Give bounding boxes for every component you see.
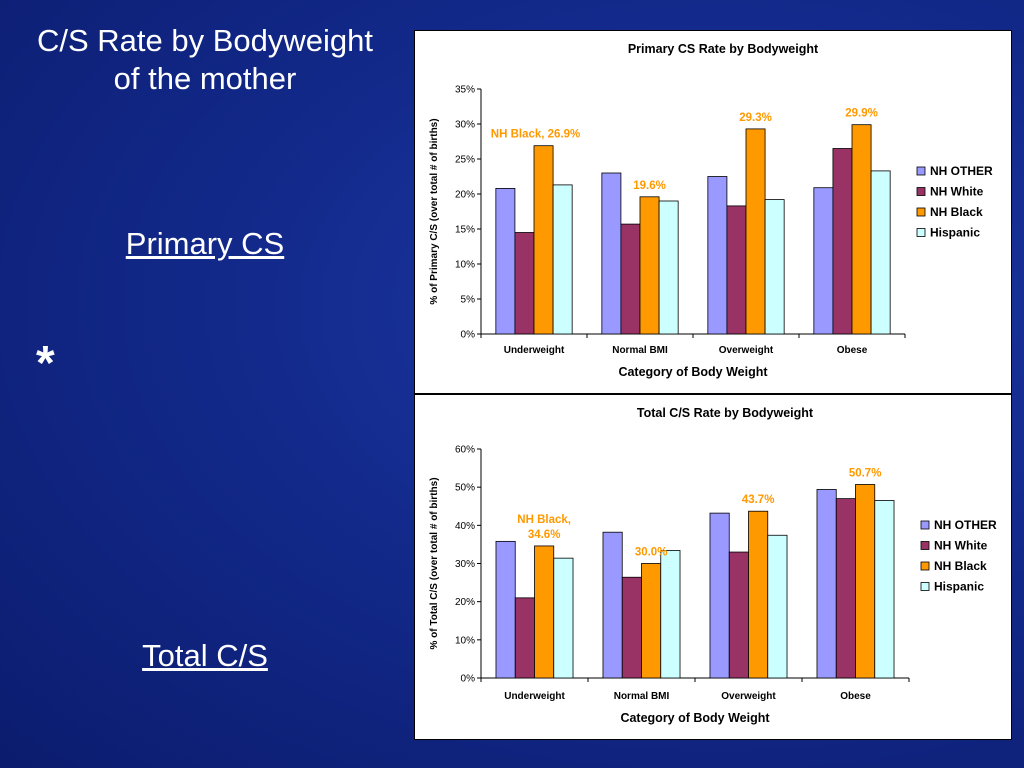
data-label: 30.0% xyxy=(635,547,668,559)
bar-hispanic xyxy=(660,550,681,679)
legend-label: Hispanic xyxy=(930,226,980,240)
bar-nh-black xyxy=(641,563,662,679)
bar-nh-black xyxy=(851,124,872,335)
bar-hispanic xyxy=(552,184,573,335)
legend-label: Hispanic xyxy=(934,580,984,594)
y-tick-label: 5% xyxy=(461,295,476,306)
bar-hispanic xyxy=(874,500,895,679)
data-label: 29.3% xyxy=(739,112,772,124)
y-tick-label: 60% xyxy=(455,445,475,456)
legend-swatch xyxy=(916,228,926,237)
y-tick-label: 30% xyxy=(455,120,475,131)
y-tick-label: 20% xyxy=(455,597,475,608)
chart-title: Primary CS Rate by Bodyweight xyxy=(628,42,819,56)
legend-label: NH Black xyxy=(930,205,983,219)
bar-nh-black xyxy=(533,145,554,335)
bar-nh-white xyxy=(620,223,641,335)
bar-nh-other xyxy=(495,187,516,335)
x-tick-label: Underweight xyxy=(504,691,565,702)
legend-label: NH Black xyxy=(934,559,987,573)
bar-nh-other xyxy=(813,187,834,335)
legend-label: NH OTHER xyxy=(930,164,993,178)
bar-nh-other xyxy=(602,531,623,679)
data-label: 34.6% xyxy=(528,529,561,541)
y-tick-label: 40% xyxy=(455,521,475,532)
data-label: 50.7% xyxy=(849,467,882,479)
y-tick-label: 10% xyxy=(455,260,475,271)
legend-swatch xyxy=(920,582,930,591)
bar-nh-other xyxy=(816,489,837,679)
chart-title: Total C/S Rate by Bodyweight xyxy=(637,406,814,420)
y-tick-label: 20% xyxy=(455,190,475,201)
primary-cs-chart: Primary CS Rate by Bodyweight 0% 5% 10% 15% 2… xyxy=(429,42,993,379)
primary-cs-label: Primary CS xyxy=(125,226,285,261)
bar-nh-white xyxy=(832,148,853,335)
x-tick-label: Normal BMI xyxy=(612,345,668,356)
bar-nh-other xyxy=(709,512,730,679)
x-tick-label: Underweight xyxy=(504,345,565,356)
slide-title-line1: C/S Rate by Bodyweight xyxy=(36,23,373,58)
primary-cs-chart-panel: Primary CS Rate by Bodyweight 0% 5% 10% 15% 2… xyxy=(414,30,1012,394)
legend-swatch xyxy=(916,166,926,176)
bar-hispanic xyxy=(767,534,788,679)
y-tick-label: 30% xyxy=(455,559,475,570)
slide-title-line2: of the mother xyxy=(113,61,297,96)
x-tick-label: Obese xyxy=(840,691,871,702)
data-label: NH Black, 26.9% xyxy=(491,129,581,141)
y-tick-label: 50% xyxy=(455,483,475,494)
x-axis-label: Category of Body Weight xyxy=(618,365,768,379)
y-tick-label: 10% xyxy=(455,635,475,646)
y-tick-label: 15% xyxy=(455,225,475,236)
y-tick-label: 0% xyxy=(461,330,476,341)
bar-nh-white xyxy=(621,576,642,679)
legend-label: NH White xyxy=(930,185,984,199)
y-axis-label: % of Total C/S (over total # of births) xyxy=(429,477,440,649)
bar-nh-other xyxy=(495,540,516,679)
y-tick-label: 0% xyxy=(461,674,476,685)
legend-swatch xyxy=(916,207,926,217)
bar-nh-white xyxy=(728,551,749,679)
data-label: NH Black, xyxy=(517,514,571,526)
x-tick-label: Normal BMI xyxy=(614,691,670,702)
y-tick-label: 35% xyxy=(455,85,475,96)
bar-nh-white xyxy=(514,232,535,335)
asterisk-mark: * xyxy=(36,337,55,390)
data-label: 29.9% xyxy=(845,108,878,120)
bar-nh-black xyxy=(745,128,766,335)
legend-swatch xyxy=(920,541,930,550)
bar-nh-black xyxy=(534,545,555,679)
legend-label: NH White xyxy=(934,539,988,553)
legend-label: NH OTHER xyxy=(934,518,997,532)
bar-nh-black xyxy=(855,484,876,679)
bar-nh-black xyxy=(639,196,660,335)
bar-nh-white xyxy=(514,597,535,679)
total-cs-chart: Total C/S Rate by Bodyweight 0% 10% 20% 30% 4… xyxy=(429,406,997,725)
bar-hispanic xyxy=(553,557,574,679)
x-tick-label: Overweight xyxy=(721,691,776,702)
slide-title: C/S Rate by Bodyweight of the mother xyxy=(10,22,400,98)
y-tick-label: 25% xyxy=(455,155,475,166)
bar-hispanic xyxy=(870,170,891,335)
y-axis-label: % of Primary C/S (over total # of births… xyxy=(429,118,440,304)
x-tick-label: Overweight xyxy=(719,345,774,356)
legend-swatch xyxy=(920,520,930,530)
x-tick-label: Obese xyxy=(837,345,868,356)
bar-nh-other xyxy=(601,172,622,335)
total-cs-chart-panel: Total C/S Rate by Bodyweight 0% 10% 20% 30% 4… xyxy=(414,394,1012,740)
bar-hispanic xyxy=(658,200,679,335)
data-label: 19.6% xyxy=(633,180,666,192)
data-label: 43.7% xyxy=(742,494,775,506)
bar-nh-white xyxy=(835,498,856,679)
bar-hispanic xyxy=(764,199,785,335)
legend-swatch xyxy=(916,187,926,196)
bar-nh-other xyxy=(707,176,728,335)
bar-nh-white xyxy=(726,205,747,335)
bar-nh-black xyxy=(748,510,769,679)
total-cs-label: Total C/S xyxy=(142,638,268,673)
legend-swatch xyxy=(920,561,930,571)
x-axis-label: Category of Body Weight xyxy=(620,711,770,725)
